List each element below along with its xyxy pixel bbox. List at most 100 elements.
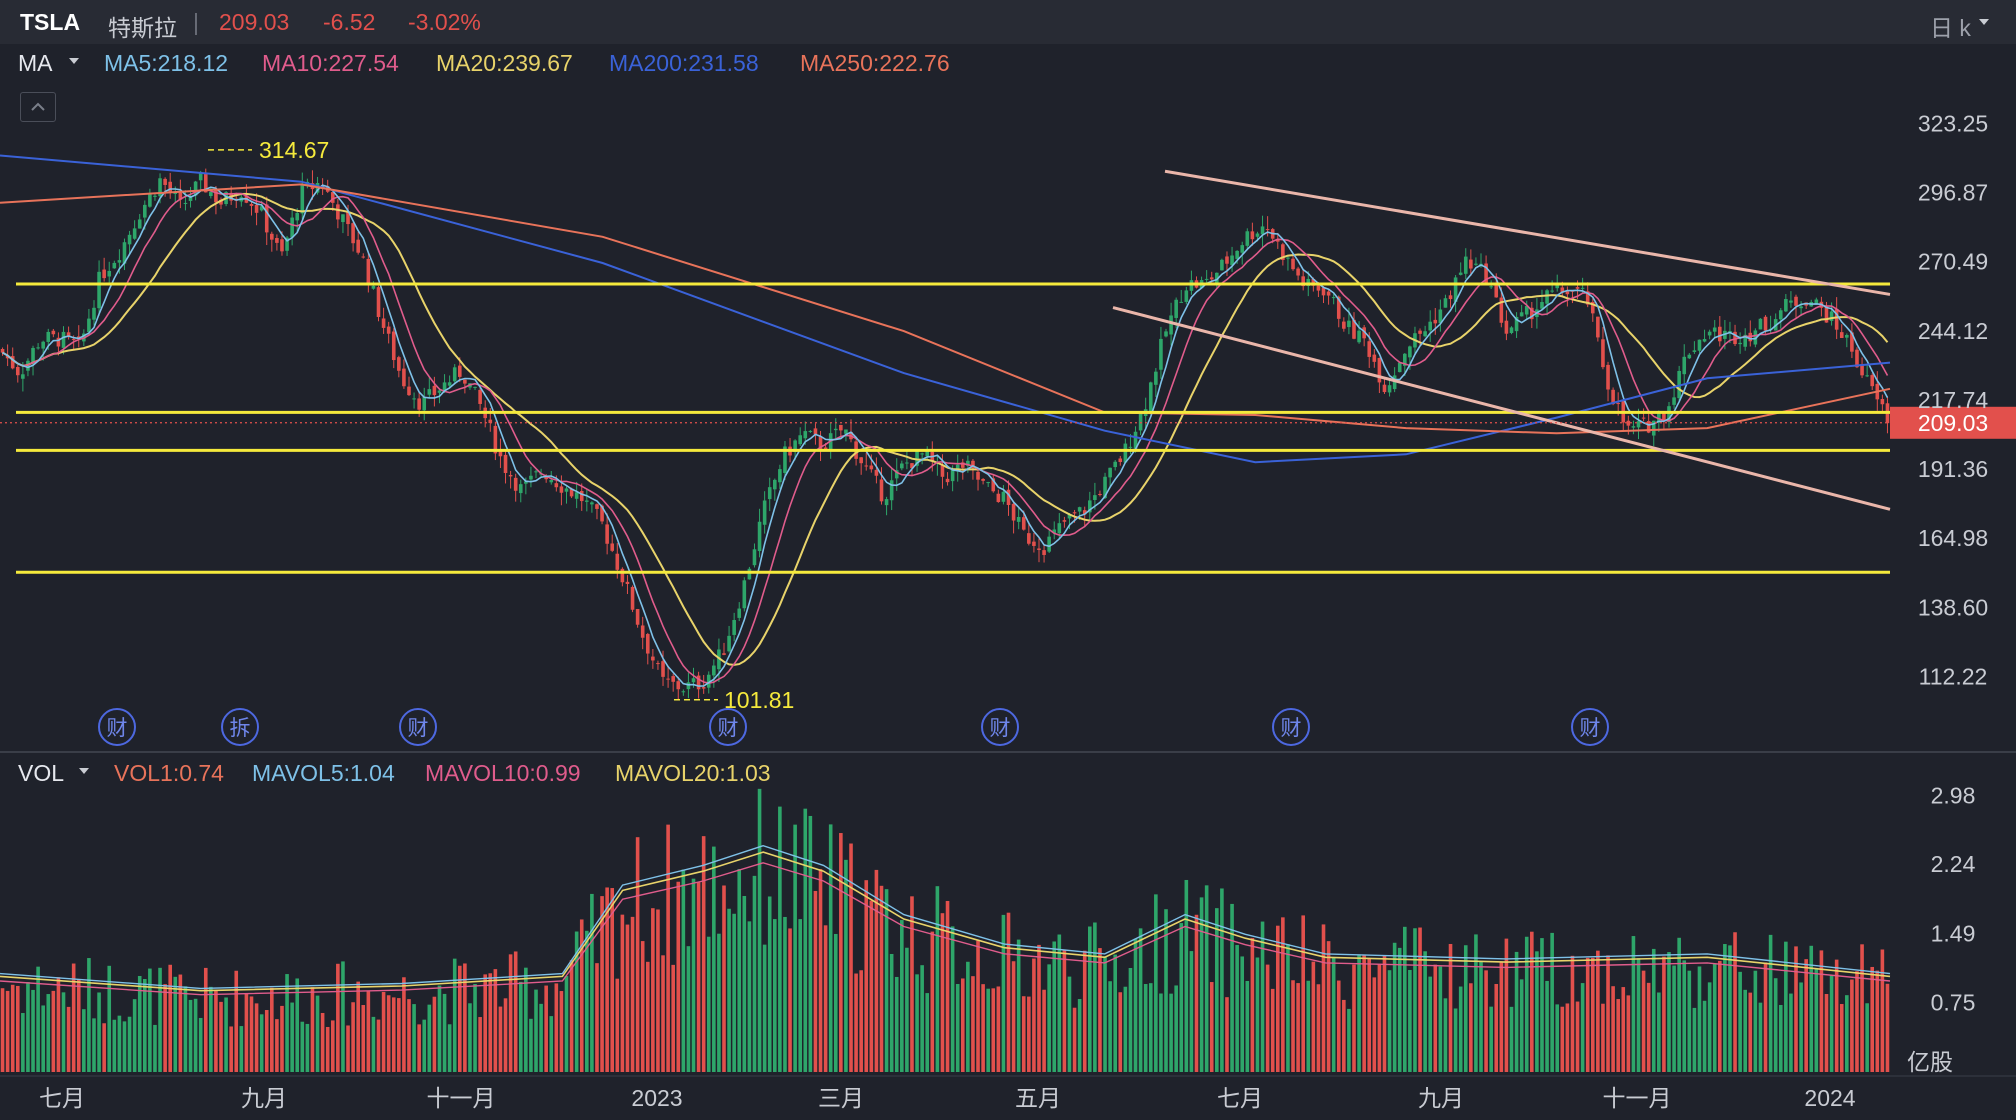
- volume-bar: [422, 1019, 427, 1072]
- candle-body: [280, 239, 284, 252]
- volume-bar: [1768, 934, 1773, 1072]
- candle-body: [564, 488, 569, 492]
- volume-bar: [579, 919, 584, 1072]
- volume-bar: [381, 991, 386, 1072]
- event-marker-circle[interactable]: [709, 708, 747, 746]
- volume-bar: [508, 954, 513, 1072]
- volume-bar: [635, 837, 640, 1072]
- candle-body: [1626, 420, 1631, 426]
- volume-bar: [117, 1015, 122, 1072]
- volume-bar: [778, 806, 782, 1072]
- volume-bar: [1316, 984, 1321, 1072]
- volume-bar: [10, 984, 15, 1072]
- candle-body: [320, 185, 325, 188]
- last-price: 209.03: [219, 9, 290, 35]
- candle-body: [1550, 290, 1554, 292]
- volume-bar: [275, 1019, 279, 1072]
- volume-bar: [1148, 983, 1153, 1072]
- vol-indicator-name[interactable]: VOL: [18, 760, 65, 786]
- volume-bar: [483, 974, 488, 1072]
- volume-bar: [1204, 885, 1209, 1072]
- volume-bar: [1606, 955, 1610, 1072]
- period-dropdown-icon[interactable]: [1979, 19, 1989, 25]
- volume-bar: [996, 986, 1001, 1072]
- candle-body: [585, 500, 589, 502]
- candle-body: [148, 193, 152, 207]
- candle-body: [600, 505, 604, 522]
- collapse-button[interactable]: [20, 92, 56, 122]
- volume-bar: [630, 916, 635, 1072]
- price-tick-label: 323.25: [1918, 110, 1988, 136]
- candle-body: [828, 433, 833, 452]
- volume-bar: [1184, 879, 1189, 1072]
- event-marker-circle[interactable]: [221, 708, 259, 746]
- ma-indicator-name[interactable]: MA: [18, 50, 53, 76]
- volume-bar: [1321, 924, 1326, 1072]
- candle-body: [198, 172, 203, 181]
- volume-bar: [41, 1005, 45, 1072]
- candle-body: [813, 428, 818, 435]
- candle-body: [569, 488, 574, 497]
- last-price-tag: [1890, 406, 2016, 439]
- event-marker-circle[interactable]: [981, 708, 1019, 746]
- candle-body: [778, 469, 782, 483]
- volume-bar: [336, 963, 340, 1072]
- candle-body: [559, 486, 564, 493]
- candle-body: [1458, 272, 1463, 275]
- volume-bar: [518, 981, 523, 1072]
- candle-body: [996, 493, 1001, 503]
- volume-bar: [1448, 943, 1453, 1072]
- volume-bar: [986, 988, 990, 1072]
- volume-bar: [1189, 951, 1194, 1072]
- candle-body: [1682, 356, 1687, 375]
- event-marker-circle[interactable]: [399, 708, 437, 746]
- volume-bar: [1225, 997, 1229, 1072]
- volume-bar: [900, 920, 904, 1072]
- candle-body: [574, 492, 579, 499]
- volume-bar: [1519, 979, 1524, 1072]
- candle-body: [757, 521, 762, 552]
- candle-body: [1331, 297, 1336, 299]
- volume-bar: [1540, 938, 1544, 1072]
- event-marker-circle[interactable]: [98, 708, 136, 746]
- candle-body: [219, 199, 223, 205]
- volume-bar: [1596, 950, 1600, 1072]
- volume-bar: [391, 997, 396, 1072]
- volume-bar: [722, 885, 726, 1072]
- volume-bar: [66, 1006, 71, 1072]
- volume-bar: [417, 1024, 421, 1072]
- ma-dropdown-icon[interactable]: [69, 58, 79, 64]
- period-selector[interactable]: 日 k: [1930, 15, 1971, 41]
- candle-body: [1433, 319, 1438, 324]
- candle-body: [1281, 244, 1285, 260]
- volume-bar: [1814, 968, 1819, 1072]
- volume-bar: [1834, 959, 1839, 1072]
- volume-bar: [1804, 959, 1808, 1072]
- candle-body: [1032, 541, 1036, 546]
- candle-body: [417, 398, 421, 410]
- candle-body: [457, 365, 462, 377]
- volume-bar: [1413, 928, 1417, 1072]
- volume-bar: [1855, 971, 1859, 1072]
- candle-body: [178, 192, 183, 200]
- candle-body: [1438, 309, 1443, 324]
- volume-bar: [737, 869, 742, 1072]
- volume-bar: [1382, 955, 1387, 1072]
- event-marker-circle[interactable]: [1571, 708, 1609, 746]
- volume-bar: [1352, 964, 1356, 1072]
- event-marker-circle[interactable]: [1272, 708, 1310, 746]
- candle-body: [894, 470, 899, 479]
- vol-dropdown-icon[interactable]: [79, 768, 89, 774]
- candle-body: [137, 219, 142, 229]
- volume-bar: [1011, 961, 1016, 1072]
- volume-bar: [82, 1009, 86, 1072]
- volume-bar: [432, 996, 437, 1072]
- volume-bar: [1489, 1006, 1493, 1072]
- candle-body: [97, 271, 101, 309]
- volume-bar: [1418, 927, 1422, 1072]
- candle-body: [1829, 311, 1834, 321]
- volume-bar: [1535, 951, 1539, 1072]
- volume-bar: [1032, 958, 1036, 1072]
- candle-body: [833, 428, 838, 431]
